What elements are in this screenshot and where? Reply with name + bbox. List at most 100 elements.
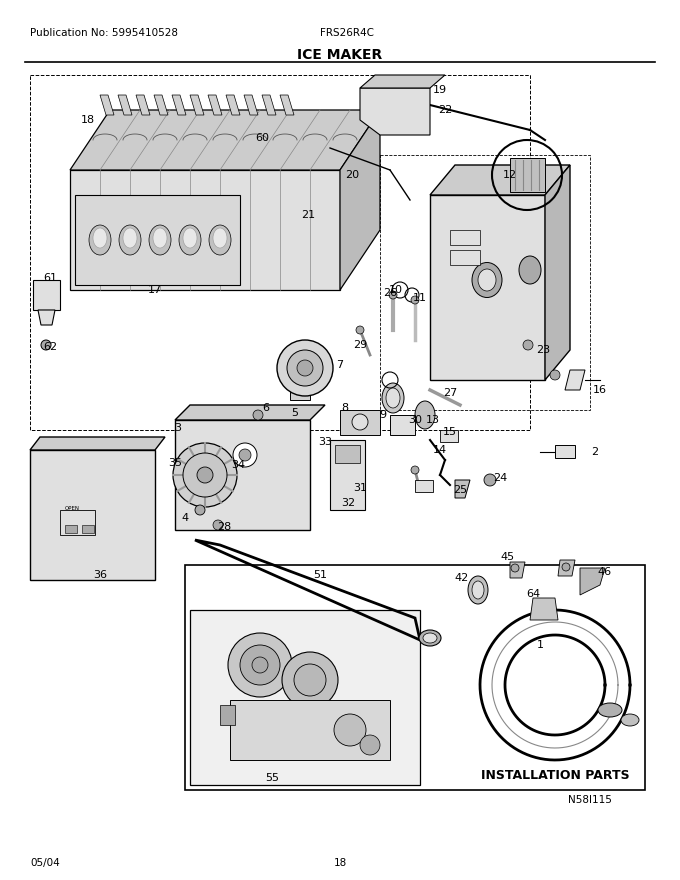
Text: 26: 26 — [383, 288, 397, 298]
Circle shape — [197, 467, 213, 483]
Circle shape — [183, 453, 227, 497]
Polygon shape — [190, 610, 420, 785]
Text: 18: 18 — [81, 115, 95, 125]
Text: 21: 21 — [301, 210, 315, 220]
Bar — [82, 525, 94, 533]
Text: 64: 64 — [526, 589, 540, 599]
Circle shape — [562, 563, 570, 571]
Text: 05/04: 05/04 — [30, 858, 60, 868]
Polygon shape — [70, 170, 340, 290]
Ellipse shape — [423, 633, 437, 643]
Text: 1: 1 — [537, 640, 543, 650]
Text: 23: 23 — [536, 345, 550, 355]
Bar — [65, 525, 77, 533]
Circle shape — [334, 714, 366, 746]
Bar — [440, 430, 458, 442]
Text: 36: 36 — [93, 570, 107, 580]
Text: 51: 51 — [313, 570, 327, 580]
Text: 6: 6 — [262, 403, 269, 413]
Polygon shape — [226, 95, 240, 115]
Ellipse shape — [179, 225, 201, 255]
Text: 30: 30 — [408, 415, 422, 425]
Ellipse shape — [209, 225, 231, 255]
Polygon shape — [280, 95, 294, 115]
Ellipse shape — [519, 256, 541, 284]
Ellipse shape — [468, 576, 488, 604]
Polygon shape — [100, 95, 114, 115]
Ellipse shape — [598, 703, 622, 717]
Text: 29: 29 — [353, 340, 367, 350]
Polygon shape — [558, 560, 575, 576]
Text: 7: 7 — [337, 360, 343, 370]
Text: 60: 60 — [255, 133, 269, 143]
Circle shape — [253, 410, 263, 420]
Circle shape — [352, 414, 368, 430]
Ellipse shape — [472, 581, 484, 599]
Polygon shape — [290, 368, 310, 400]
Text: 34: 34 — [231, 460, 245, 470]
Polygon shape — [230, 700, 390, 760]
Circle shape — [411, 466, 419, 474]
Text: 16: 16 — [593, 385, 607, 395]
Ellipse shape — [183, 228, 197, 248]
Text: 61: 61 — [43, 273, 57, 283]
Polygon shape — [530, 598, 558, 620]
Ellipse shape — [621, 714, 639, 726]
Ellipse shape — [123, 228, 137, 248]
Circle shape — [360, 735, 380, 755]
Ellipse shape — [213, 228, 227, 248]
Circle shape — [173, 443, 237, 507]
Text: 17: 17 — [148, 285, 162, 295]
Polygon shape — [154, 95, 168, 115]
Text: 20: 20 — [345, 170, 359, 180]
Circle shape — [484, 474, 496, 486]
Polygon shape — [70, 110, 380, 170]
Circle shape — [233, 443, 257, 467]
Ellipse shape — [382, 383, 404, 413]
Polygon shape — [190, 95, 204, 115]
Text: 9: 9 — [379, 410, 386, 420]
Polygon shape — [390, 415, 415, 435]
Circle shape — [297, 360, 313, 376]
Polygon shape — [580, 568, 605, 595]
Circle shape — [239, 449, 251, 461]
Text: 12: 12 — [503, 170, 517, 180]
Circle shape — [550, 370, 560, 380]
Bar — [415, 480, 433, 492]
Circle shape — [41, 340, 51, 350]
Ellipse shape — [149, 225, 171, 255]
Polygon shape — [30, 450, 155, 580]
Text: 62: 62 — [43, 342, 57, 352]
Circle shape — [287, 350, 323, 386]
Text: 2: 2 — [592, 447, 598, 457]
Text: Publication No: 5995410528: Publication No: 5995410528 — [30, 28, 178, 38]
Ellipse shape — [415, 401, 435, 429]
Polygon shape — [118, 95, 132, 115]
Text: 35: 35 — [168, 458, 182, 468]
Bar — [450, 250, 480, 265]
Text: CLOSE: CLOSE — [63, 514, 81, 519]
Circle shape — [389, 291, 397, 299]
Text: 15: 15 — [443, 427, 457, 437]
Text: 55: 55 — [265, 773, 279, 783]
Circle shape — [511, 564, 519, 572]
Circle shape — [240, 645, 280, 685]
Bar — [220, 705, 235, 725]
Circle shape — [195, 505, 205, 515]
Text: 42: 42 — [455, 573, 469, 583]
Polygon shape — [208, 95, 222, 115]
Text: INSTALLATION PARTS: INSTALLATION PARTS — [481, 768, 629, 781]
Circle shape — [523, 340, 533, 350]
Circle shape — [356, 326, 364, 334]
Polygon shape — [175, 420, 310, 530]
Circle shape — [277, 340, 333, 396]
Text: 3: 3 — [175, 423, 182, 433]
Polygon shape — [510, 562, 525, 578]
Text: 46: 46 — [598, 567, 612, 577]
Polygon shape — [33, 280, 60, 310]
Text: 14: 14 — [433, 445, 447, 455]
Ellipse shape — [478, 269, 496, 291]
Ellipse shape — [419, 630, 441, 646]
Text: 4: 4 — [182, 513, 188, 523]
Polygon shape — [340, 110, 380, 290]
